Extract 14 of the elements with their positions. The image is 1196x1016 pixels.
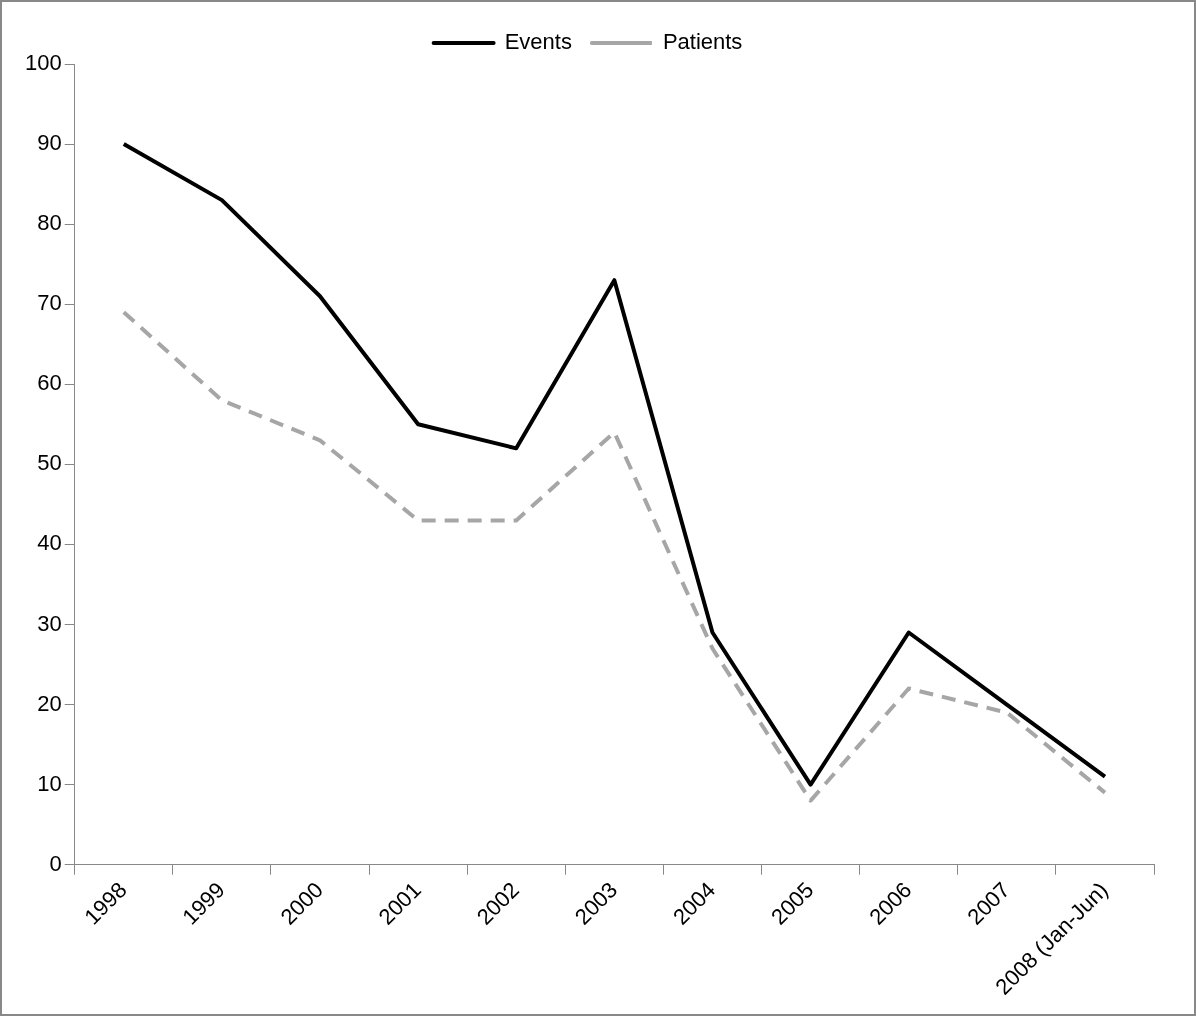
y-tick-label: 0 — [49, 850, 62, 876]
line-series — [121, 310, 1107, 803]
y-tick-label: 100 — [24, 50, 62, 76]
y-tick-label: 10 — [37, 770, 62, 796]
y-tick-label: 40 — [37, 530, 62, 556]
y-tick-label: 50 — [37, 450, 62, 476]
legend-label: Events — [504, 29, 572, 55]
y-tick-label: 30 — [37, 610, 62, 636]
y-tick-label: 70 — [37, 290, 62, 316]
y-tick-label: 60 — [37, 370, 62, 396]
legend-label: Patients — [662, 29, 743, 55]
y-tick-label: 20 — [37, 690, 62, 716]
y-tick-label: 80 — [37, 210, 62, 236]
y-tick-label: 90 — [37, 130, 62, 156]
